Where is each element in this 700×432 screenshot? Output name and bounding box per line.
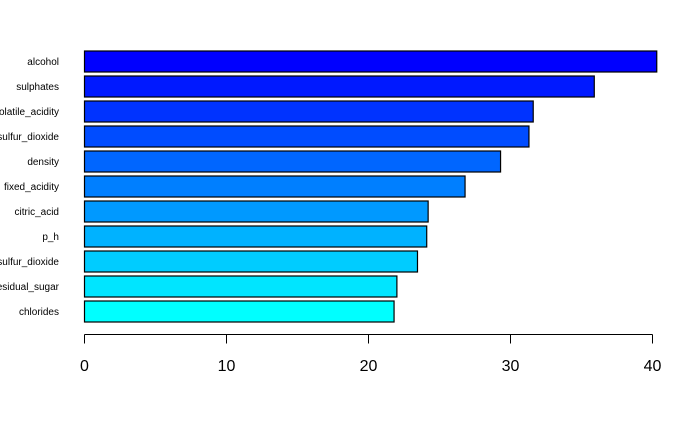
category-label: citric_acid xyxy=(15,207,59,218)
category-label: chlorides xyxy=(19,307,59,318)
category-label: free_sulfur_dioxide xyxy=(0,257,59,268)
bar-total_sulfur_dioxide xyxy=(83,125,530,148)
bar-alcohol xyxy=(83,50,658,73)
bar-free_sulfur_dioxide xyxy=(83,250,419,273)
category-label: fixed_acidity xyxy=(4,182,59,193)
category-label: alcohol xyxy=(27,57,59,68)
category-label: p_h xyxy=(42,232,59,243)
bar-chlorides xyxy=(83,300,395,323)
bar-volatile_acidity xyxy=(83,100,534,123)
x-tick-label: 40 xyxy=(644,358,662,375)
bar-residual_sugar xyxy=(83,275,398,298)
bar-sulphates xyxy=(83,75,595,98)
bar-citric_acid xyxy=(83,200,429,223)
category-label: total_sulfur_dioxide xyxy=(0,132,59,143)
category-label: sulphates xyxy=(16,82,59,93)
x-tick-label: 0 xyxy=(80,358,89,375)
bar-p_h xyxy=(83,225,428,248)
bar-density xyxy=(83,150,502,173)
category-label: density xyxy=(27,157,59,168)
bar-fixed_acidity xyxy=(83,175,466,198)
category-label: volatile_acidity xyxy=(0,107,59,118)
x-tick-label: 20 xyxy=(360,358,378,375)
category-label: residual_sugar xyxy=(0,282,60,293)
x-tick-label: 30 xyxy=(502,358,520,375)
x-tick-label: 10 xyxy=(218,358,236,375)
